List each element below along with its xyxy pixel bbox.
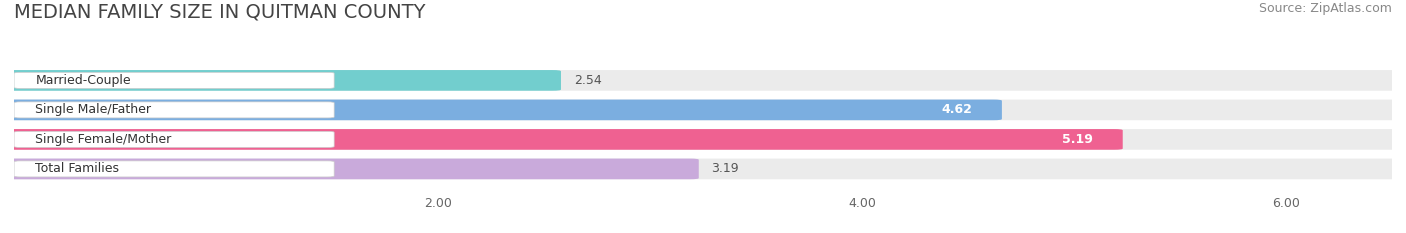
Text: Single Female/Mother: Single Female/Mother xyxy=(35,133,172,146)
Text: 4.62: 4.62 xyxy=(942,103,972,116)
Text: 3.19: 3.19 xyxy=(711,162,740,175)
Text: Source: ZipAtlas.com: Source: ZipAtlas.com xyxy=(1258,2,1392,15)
Text: 2.54: 2.54 xyxy=(574,74,602,87)
FancyBboxPatch shape xyxy=(14,72,335,88)
FancyBboxPatch shape xyxy=(6,99,1002,120)
Text: Single Male/Father: Single Male/Father xyxy=(35,103,152,116)
Text: 5.19: 5.19 xyxy=(1062,133,1092,146)
FancyBboxPatch shape xyxy=(6,70,561,91)
FancyBboxPatch shape xyxy=(14,131,335,147)
FancyBboxPatch shape xyxy=(6,99,1400,120)
FancyBboxPatch shape xyxy=(14,102,335,118)
FancyBboxPatch shape xyxy=(6,129,1400,150)
Text: Married-Couple: Married-Couple xyxy=(35,74,131,87)
FancyBboxPatch shape xyxy=(6,159,699,179)
FancyBboxPatch shape xyxy=(14,161,335,177)
FancyBboxPatch shape xyxy=(6,70,1400,91)
FancyBboxPatch shape xyxy=(6,159,1400,179)
Text: MEDIAN FAMILY SIZE IN QUITMAN COUNTY: MEDIAN FAMILY SIZE IN QUITMAN COUNTY xyxy=(14,2,426,21)
FancyBboxPatch shape xyxy=(6,129,1123,150)
Text: Total Families: Total Families xyxy=(35,162,120,175)
